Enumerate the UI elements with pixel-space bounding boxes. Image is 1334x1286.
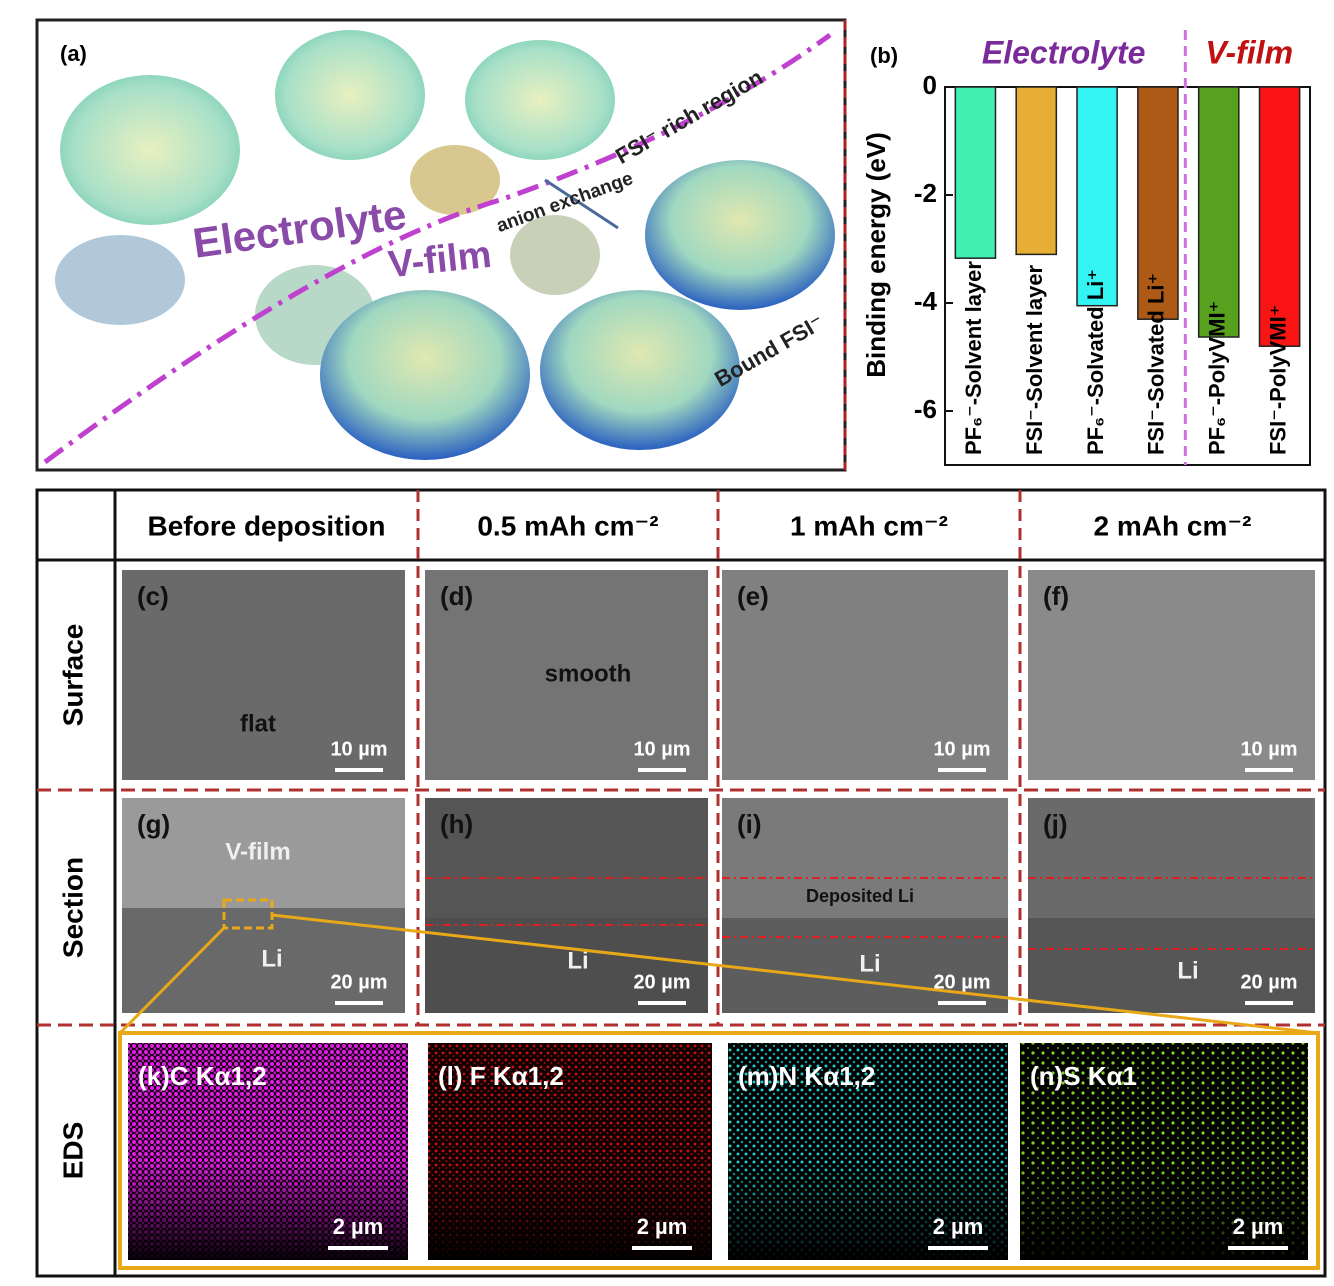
eds-fade xyxy=(128,1043,408,1260)
scale-label: 2 µm xyxy=(933,1214,984,1239)
scale-label: 10 µm xyxy=(633,738,690,760)
sem-grid: Before deposition 0.5 mAh cm⁻² 1 mAh cm⁻² 2… xyxy=(35,488,1327,1278)
group-label: Electrolyte xyxy=(982,34,1146,70)
panel-label: (f) xyxy=(1043,581,1069,611)
bar xyxy=(1137,86,1179,320)
zoom-box xyxy=(118,1031,1320,1270)
binding-energy-chart: (b) Binding energy (eV) 0 -2 -4 -6 Electrolyte… xyxy=(861,30,1311,466)
molecule-clusters xyxy=(55,30,835,460)
category-label: FSI⁻-Solvated Li⁺ xyxy=(1144,273,1169,455)
panel-label: (j) xyxy=(1043,809,1068,839)
y-tick-label: -6 xyxy=(914,394,937,424)
zoom-source xyxy=(222,898,274,930)
interface-curve xyxy=(43,32,832,465)
bar xyxy=(1258,86,1301,347)
category-label: PF₆⁻-PolyVMI⁺ xyxy=(1205,301,1230,455)
bar xyxy=(954,86,997,259)
scale-label: 2 µm xyxy=(637,1214,688,1239)
panel-label: (h) xyxy=(440,809,473,839)
scale-label: 20 µm xyxy=(933,971,990,993)
category-label: FSI⁻-PolyVMI⁺ xyxy=(1265,305,1290,455)
scale-label: 10 µm xyxy=(330,738,387,760)
eds-fade xyxy=(728,1043,1008,1260)
scale-label: 20 µm xyxy=(1240,971,1297,993)
panel-label: (g) xyxy=(137,809,170,839)
column-header: 0.5 mAh cm⁻² xyxy=(477,510,658,541)
category-label: PF₆⁻-Solvent layer xyxy=(961,261,986,455)
chart-label: (b) xyxy=(870,43,898,68)
panel-label: (l) F Kα1,2 xyxy=(438,1061,564,1091)
micrograph xyxy=(1028,570,1315,780)
annotation: V-film xyxy=(225,838,290,865)
scale-label: 2 µm xyxy=(333,1214,384,1239)
bar xyxy=(1076,86,1118,307)
annotation: Li xyxy=(859,950,880,977)
panel-label: (d) xyxy=(440,581,473,611)
panel-label: (a) xyxy=(60,41,87,66)
annotation: Li xyxy=(261,945,282,972)
bar xyxy=(1015,86,1058,256)
scale-label: 10 µm xyxy=(1240,738,1297,760)
micrograph xyxy=(122,570,405,780)
panel-label: (i) xyxy=(737,809,762,839)
panel-label: (k)C Kα1,2 xyxy=(138,1061,267,1091)
annotation: smooth xyxy=(545,660,632,687)
li-substrate xyxy=(722,918,1008,1013)
y-tick-label: -4 xyxy=(914,286,938,316)
category-label: PF₆⁻-Solvated Li⁺ xyxy=(1083,269,1108,455)
scale-label: 20 µm xyxy=(633,971,690,993)
y-tick-label: 0 xyxy=(923,70,937,100)
y-axis-label: Binding energy (eV) xyxy=(861,132,891,378)
zoom-line xyxy=(271,913,1319,1035)
exchange-arrow xyxy=(544,178,619,230)
row-header: Surface xyxy=(57,624,88,727)
row-header: EDS xyxy=(57,1122,88,1180)
scale-label: 2 µm xyxy=(1233,1214,1284,1239)
panel-label: (e) xyxy=(737,581,769,611)
panel-label: (n)S Kα1 xyxy=(1030,1061,1137,1091)
li-substrate xyxy=(425,918,708,1013)
bar xyxy=(1197,86,1240,338)
column-header: 1 mAh cm⁻² xyxy=(790,510,948,541)
column-header: 2 mAh cm⁻² xyxy=(1094,510,1252,541)
annotation: Li xyxy=(567,947,588,974)
micrograph xyxy=(425,570,708,780)
row-header: Section xyxy=(57,857,88,958)
column-header: Before deposition xyxy=(147,510,385,541)
y-tick-label: -2 xyxy=(914,178,937,208)
zoom-line xyxy=(118,926,226,1035)
annotation: Li xyxy=(1177,957,1198,984)
group-label: V-film xyxy=(1205,34,1293,70)
li-substrate xyxy=(1028,918,1315,1013)
annotation: flat xyxy=(240,710,276,737)
eds-fade xyxy=(1020,1043,1308,1260)
panel-label: (c) xyxy=(137,581,169,611)
micrograph xyxy=(722,570,1008,780)
scale-label: 20 µm xyxy=(330,971,387,993)
plot-frame xyxy=(944,86,1311,466)
panel-label: (m)N Kα1,2 xyxy=(738,1061,875,1091)
scale-label: 10 µm xyxy=(933,738,990,760)
category-label: FSI⁻-Solvent layer xyxy=(1022,264,1047,455)
eds-fade xyxy=(428,1043,712,1260)
annotation: Deposited Li xyxy=(806,886,914,906)
